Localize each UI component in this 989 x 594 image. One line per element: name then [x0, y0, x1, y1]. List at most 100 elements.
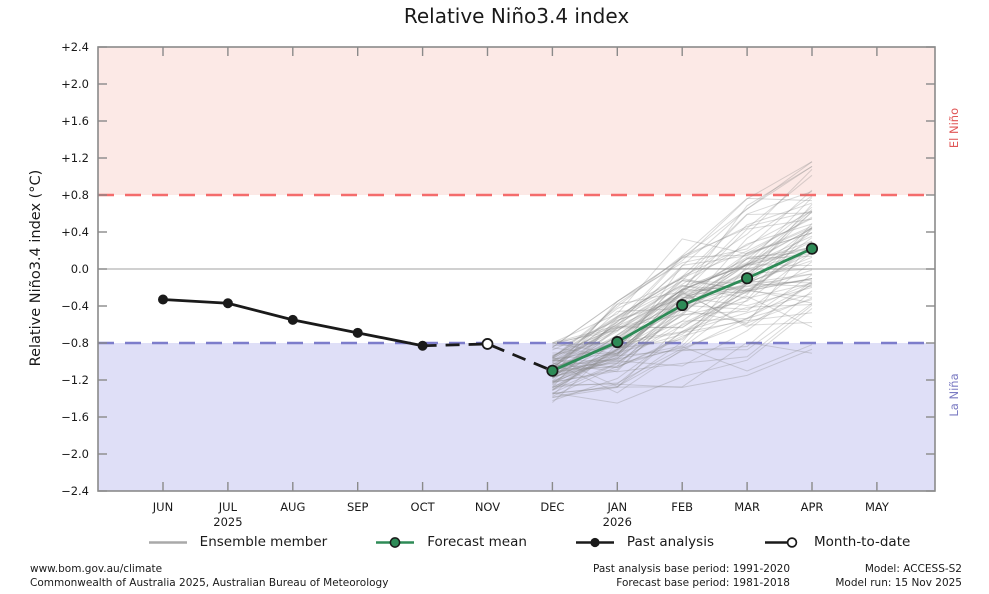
- legend-item-ensemble-member: Ensemble member: [146, 534, 327, 550]
- footer-model-run-date: Model run: 15 Nov 2025: [835, 576, 962, 589]
- ensemble-member-line: [552, 247, 813, 399]
- la-nina-band: [98, 343, 935, 491]
- past-analysis-point: [417, 340, 428, 351]
- forecast-mean-point: [676, 299, 689, 312]
- x-tick-label: AUG: [280, 500, 305, 514]
- ensemble-member-line: [552, 303, 813, 402]
- ensemble-member-line: [552, 282, 813, 358]
- legend-item-past-analysis: Past analysis: [573, 534, 714, 550]
- el-nino-band: [98, 47, 935, 195]
- ensemble-member-line: [552, 227, 813, 391]
- footer-past-analysis-base-period: Past analysis base period: 1991-2020: [593, 563, 790, 575]
- footer-url: www.bom.gov.au/climate: [30, 563, 163, 575]
- ensemble-member-line: [552, 232, 813, 344]
- y-tick-label: −2.4: [61, 484, 89, 498]
- legend-label-past-analysis: Past analysis: [626, 534, 714, 550]
- ensemble-member-line: [552, 261, 813, 362]
- ensemble-member-line: [552, 260, 813, 366]
- ensemble-member-line: [552, 191, 813, 391]
- ensemble-member-line: [552, 227, 813, 382]
- ensemble-member-line: [552, 348, 813, 398]
- footer-model-name: Model: ACCESS-S2: [864, 563, 962, 575]
- forecast-mean-point: [741, 272, 754, 285]
- ensemble-member-line: [552, 269, 813, 378]
- ensemble-member-line: [552, 344, 813, 373]
- ensemble-member-line: [552, 279, 813, 359]
- x-tick-label: NOV: [475, 500, 500, 514]
- ensemble-member-line: [552, 232, 813, 375]
- ensemble-member-line: [552, 161, 813, 345]
- ensemble-member-line: [552, 197, 813, 383]
- y-tick-label: +1.2: [61, 151, 89, 165]
- ensemble-member-line: [552, 252, 813, 362]
- forecast-mean-point: [546, 364, 559, 377]
- x-year-label: 2025: [213, 515, 242, 529]
- ensemble-member-line: [552, 286, 813, 374]
- ensemble-member-line: [552, 341, 813, 395]
- ensemble-member-line: [552, 302, 813, 394]
- ensemble-member-line-icon: [148, 540, 187, 544]
- legend-item-month-to-date: Month-to-date: [760, 534, 910, 550]
- ensemble-member-line: [552, 245, 813, 388]
- ensemble-member-line: [552, 251, 813, 378]
- ensemble-member-line: [552, 246, 813, 369]
- x-tick-label: JUN: [152, 500, 173, 514]
- footer-copyright: Commonwealth of Australia 2025, Australi…: [30, 576, 389, 589]
- ensemble-member-line: [552, 308, 813, 404]
- x-tick-label: OCT: [411, 500, 436, 514]
- ensemble-member-line: [552, 228, 813, 344]
- ensemble-member-line: [552, 189, 813, 376]
- y-tick-label: −0.8: [61, 336, 89, 350]
- y-tick-label: +2.4: [61, 40, 89, 54]
- ensemble-member-line: [552, 280, 813, 367]
- y-tick-label: −1.2: [61, 373, 89, 387]
- past-analysis-point: [352, 327, 363, 338]
- ensemble-member-line: [552, 312, 813, 403]
- ensemble-member-line: [552, 285, 813, 366]
- ensemble-member-line: [552, 241, 813, 388]
- ensemble-member-line: [552, 268, 813, 351]
- x-tick-label: MAR: [734, 500, 760, 514]
- ensemble-member-line: [552, 223, 813, 386]
- footer-model-info: Model: ACCESS-S2 Model run: 15 Nov 2025: [835, 563, 962, 590]
- forecast-mean-point: [805, 242, 819, 255]
- chart-legend: Ensemble member Forecast mean Past analy…: [98, 528, 958, 556]
- past-analysis-point: [222, 298, 233, 309]
- y-tick-label: +0.4: [61, 225, 89, 239]
- ensemble-member-line: [552, 280, 813, 388]
- legend-label-forecast-mean: Forecast mean: [427, 534, 527, 550]
- x-tick-label: JUL: [218, 500, 238, 514]
- ensemble-member-line: [552, 210, 813, 348]
- ensemble-member-line: [552, 174, 813, 380]
- footer-forecast-base-period: Forecast base period: 1981-2018: [616, 576, 790, 589]
- x-tick-label: FEB: [671, 500, 693, 514]
- forecast-mean-line-icon: [376, 536, 415, 548]
- ensemble-member-line: [552, 280, 813, 367]
- legend-item-forecast-mean: Forecast mean: [373, 534, 527, 550]
- ensemble-member-line: [552, 278, 813, 359]
- footer-attribution: www.bom.gov.au/climate Commonwealth of A…: [30, 563, 388, 590]
- ensemble-member-line: [552, 223, 813, 369]
- y-tick-label: +0.8: [61, 188, 89, 202]
- ensemble-member-line: [552, 228, 813, 389]
- footer-base-periods: Past analysis base period: 1991-2020 For…: [593, 563, 790, 590]
- ensemble-member-line: [552, 295, 813, 378]
- ensemble-member-line: [552, 235, 813, 369]
- legend-label-month-to-date: Month-to-date: [814, 534, 911, 550]
- ensemble-member-line: [552, 161, 813, 370]
- ensemble-member-line: [552, 278, 813, 369]
- ensemble-member-line: [552, 210, 813, 360]
- y-tick-label: +2.0: [61, 77, 89, 91]
- ensemble-member-line: [552, 211, 813, 389]
- ensemble-member-line: [552, 299, 813, 379]
- ensemble-member-line: [552, 293, 813, 363]
- ensemble-member-line: [552, 264, 813, 396]
- ensemble-member-line: [552, 202, 813, 356]
- ensemble-member-line: [552, 165, 813, 348]
- y-tick-label: −0.4: [61, 299, 89, 313]
- x-tick-label: SEP: [347, 500, 369, 514]
- x-tick-label: JAN: [606, 500, 627, 514]
- ensemble-member-line: [552, 243, 813, 377]
- ensemble-member-line: [552, 197, 813, 358]
